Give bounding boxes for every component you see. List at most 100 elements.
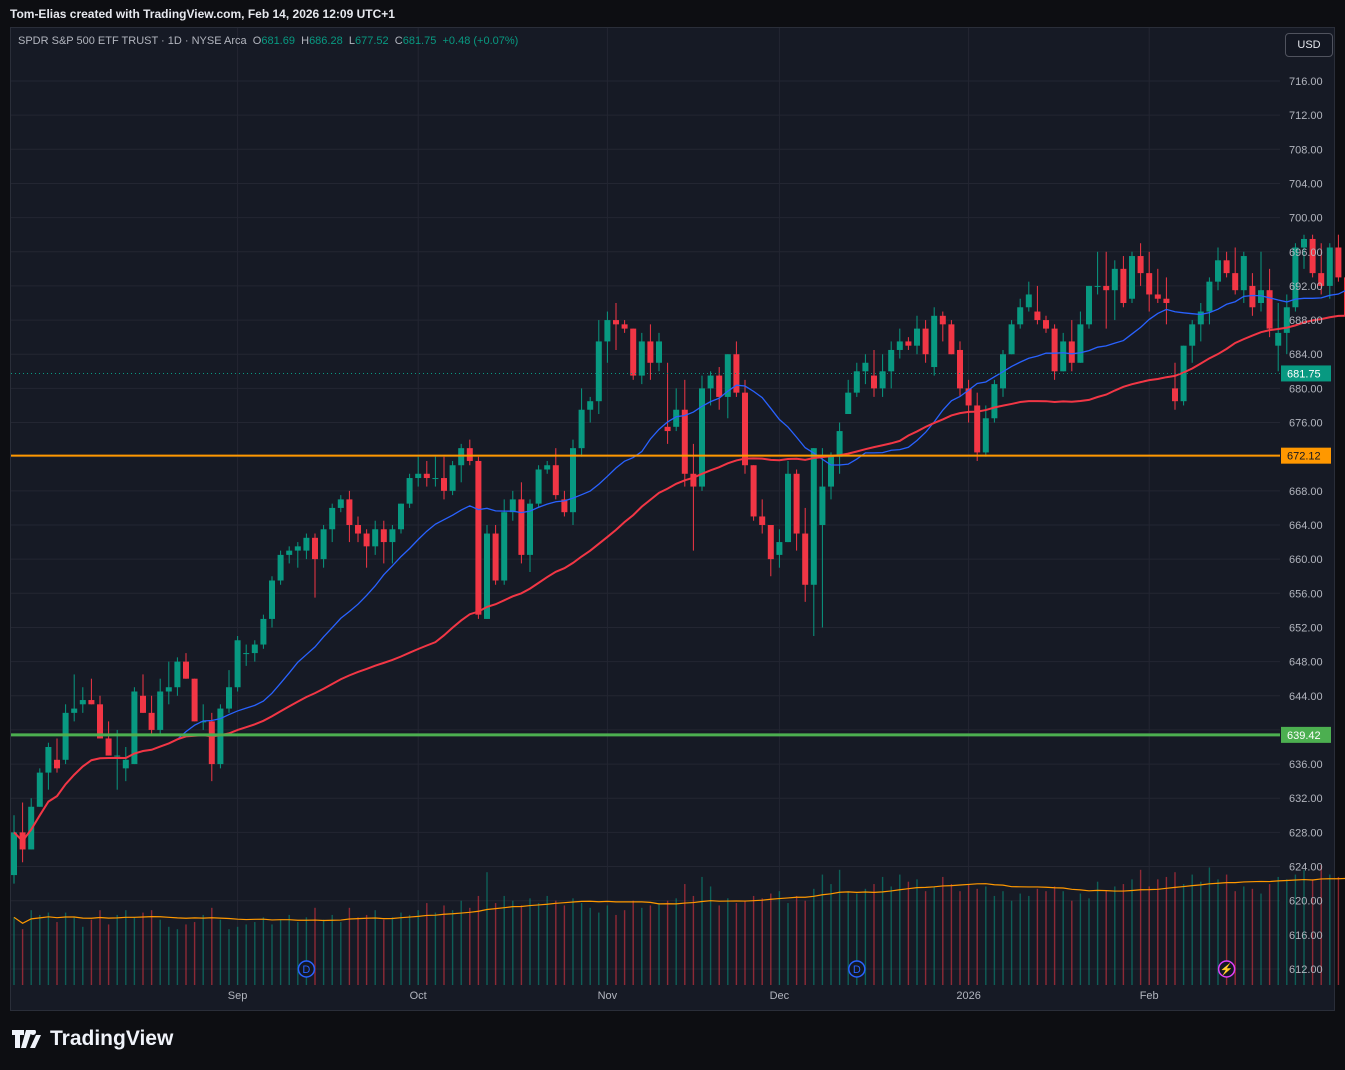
candle-body bbox=[1146, 273, 1153, 295]
volume-bar bbox=[658, 903, 660, 985]
candle-body bbox=[733, 354, 740, 393]
candle-body bbox=[1051, 328, 1058, 372]
volume-bar bbox=[606, 905, 609, 985]
candle-body bbox=[320, 529, 327, 560]
y-tick-label: 692.00 bbox=[1289, 281, 1323, 293]
candle-body bbox=[148, 712, 155, 730]
chart-caption: Tom-Elias created with TradingView.com, … bbox=[10, 7, 395, 21]
volume-bar bbox=[451, 910, 454, 985]
candle-body bbox=[793, 473, 800, 534]
volume-bar bbox=[1114, 886, 1116, 985]
candle-body bbox=[716, 375, 723, 397]
volume-bar bbox=[520, 905, 523, 985]
candle-body bbox=[174, 661, 181, 688]
candle-body bbox=[561, 499, 568, 513]
volume-bar bbox=[408, 914, 411, 985]
candle-body bbox=[131, 691, 138, 765]
candle-body bbox=[286, 550, 293, 555]
volume-bar bbox=[1337, 876, 1340, 985]
volume-bar bbox=[847, 891, 849, 985]
candle-body bbox=[587, 401, 594, 410]
volume-bar bbox=[787, 903, 789, 985]
candle-body bbox=[681, 409, 688, 474]
candle-body bbox=[277, 554, 284, 581]
candle-body bbox=[1094, 285, 1101, 287]
volume-bar bbox=[193, 922, 196, 985]
candle-body bbox=[157, 691, 164, 730]
candle-body bbox=[398, 503, 404, 530]
volume-bar bbox=[262, 917, 265, 985]
candle-body bbox=[1068, 341, 1075, 363]
volume-bar bbox=[116, 914, 118, 985]
volume-bar bbox=[623, 910, 626, 985]
volume-bar bbox=[709, 886, 712, 985]
volume-bar bbox=[391, 917, 394, 985]
volume-bar bbox=[572, 898, 574, 985]
candle-body bbox=[312, 537, 318, 560]
volume-bar bbox=[1010, 900, 1013, 985]
candle-body bbox=[406, 478, 413, 504]
candle-body bbox=[853, 371, 860, 393]
candle-body bbox=[776, 542, 783, 555]
candle-body bbox=[355, 525, 361, 534]
candle-body bbox=[871, 375, 877, 389]
volume-bar bbox=[125, 910, 127, 985]
candle-body bbox=[226, 687, 232, 709]
currency-button[interactable]: USD bbox=[1285, 33, 1333, 57]
volume-bar bbox=[546, 895, 548, 985]
candle-body bbox=[389, 529, 396, 543]
candle-body bbox=[552, 465, 559, 496]
candle-body bbox=[905, 341, 912, 346]
volume-bar bbox=[1036, 888, 1039, 985]
volume-bar bbox=[503, 895, 505, 985]
candle-body bbox=[183, 661, 189, 679]
candle-body bbox=[845, 392, 852, 414]
y-tick-label: 716.00 bbox=[1289, 76, 1323, 88]
candle-body bbox=[802, 533, 809, 585]
candle-body bbox=[1137, 256, 1144, 274]
volume-bar bbox=[838, 869, 841, 985]
volume-bar bbox=[1208, 867, 1211, 985]
y-tick-label: 696.00 bbox=[1289, 247, 1323, 259]
volume-bar bbox=[348, 907, 351, 985]
volume-bar bbox=[1062, 891, 1064, 985]
candle-body bbox=[294, 546, 301, 551]
candle-body bbox=[699, 388, 705, 487]
candle-body bbox=[303, 537, 310, 551]
volume-bar bbox=[1294, 874, 1297, 985]
event-marker bbox=[1217, 960, 1236, 978]
candle-body bbox=[251, 644, 258, 654]
candle-body bbox=[88, 700, 95, 705]
candle-body bbox=[939, 315, 946, 325]
x-tick-label: Nov bbox=[598, 990, 618, 1002]
volume-bar bbox=[537, 903, 540, 985]
x-tick-label: 2026 bbox=[956, 990, 980, 1002]
tradingview-logo[interactable]: TradingView bbox=[12, 1027, 173, 1051]
volume-bar bbox=[1105, 891, 1107, 985]
candle-body bbox=[11, 832, 17, 876]
candle-body bbox=[380, 529, 387, 543]
volume-bar bbox=[1148, 886, 1150, 985]
candle-body bbox=[1301, 238, 1307, 248]
volume-bar bbox=[1096, 881, 1099, 985]
last-price-tag bbox=[1281, 365, 1331, 382]
volume-bar bbox=[1303, 869, 1305, 985]
candle-body bbox=[1163, 298, 1170, 303]
volume-bar bbox=[873, 884, 875, 985]
candle-body bbox=[337, 499, 344, 508]
candle-body bbox=[1025, 294, 1032, 308]
candle-body bbox=[105, 738, 112, 756]
y-tick-label: 616.00 bbox=[1289, 930, 1323, 942]
candle-body bbox=[234, 640, 241, 688]
volume-bar bbox=[942, 876, 944, 985]
chart-panel[interactable] bbox=[10, 27, 1335, 1011]
volume-bar bbox=[460, 900, 462, 985]
symbol-name: SPDR S&P 500 ETF TRUST · 1D · NYSE Arca bbox=[18, 35, 247, 47]
candle-body bbox=[707, 375, 714, 389]
candle-body bbox=[363, 533, 370, 547]
volume-bar bbox=[804, 900, 806, 985]
x-tick-label: Oct bbox=[410, 990, 427, 1002]
candle-body bbox=[982, 418, 989, 453]
volume-bar bbox=[666, 900, 669, 985]
